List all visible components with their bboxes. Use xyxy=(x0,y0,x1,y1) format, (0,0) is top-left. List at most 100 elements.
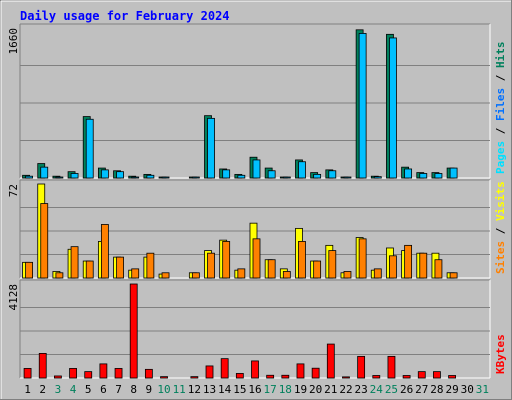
x-label-day-3: 3 xyxy=(55,383,62,396)
bar-kbytes-day-2 xyxy=(38,353,47,379)
x-label-day-30: 30 xyxy=(461,383,474,396)
bar-files-day-6 xyxy=(100,169,109,179)
bar-sites-day-17 xyxy=(267,259,276,279)
bar-kbytes-day-7 xyxy=(114,368,123,379)
x-label-day-14: 14 xyxy=(218,383,232,396)
bar-files-day-20 xyxy=(313,173,322,179)
bar-files-day-3 xyxy=(55,176,64,179)
bar-sites-day-1 xyxy=(25,261,33,279)
x-label-day-19: 19 xyxy=(294,383,307,396)
x-label-day-22: 22 xyxy=(339,383,352,396)
x-label-day-18: 18 xyxy=(279,383,292,396)
legend-separator: / xyxy=(494,68,507,88)
panel-hits-files-pages: 1660 Pages / Files / Hits xyxy=(7,23,507,179)
x-label-day-9: 9 xyxy=(146,383,153,396)
legend-entry-hits: Hits xyxy=(494,42,507,69)
bar-kbytes-day-28 xyxy=(433,371,441,379)
bar-files-day-15 xyxy=(237,174,246,179)
bar-kbytes-day-27 xyxy=(417,371,426,379)
bar-files-day-14 xyxy=(222,169,231,179)
bar-sites-day-18 xyxy=(282,271,291,279)
x-label-day-12: 12 xyxy=(188,383,201,396)
bar-sites-day-22 xyxy=(343,271,352,279)
panel-visits-sites: 72 Sites / Visits xyxy=(7,179,507,279)
bar-sites-day-24 xyxy=(373,268,382,279)
legend-entry-sites: Sites xyxy=(494,241,507,274)
bar-sites-day-23 xyxy=(358,238,367,279)
legend: KBytes xyxy=(494,334,507,374)
bar-kbytes-day-29 xyxy=(448,375,456,379)
bar-files-day-17 xyxy=(267,170,276,179)
x-label-day-10: 10 xyxy=(157,383,170,396)
bar-kbytes-day-10 xyxy=(160,376,168,379)
bar-sites-day-3 xyxy=(55,272,64,279)
bar-kbytes-day-26 xyxy=(402,375,411,379)
bar-kbytes-day-6 xyxy=(99,363,108,379)
bar-kbytes-day-4 xyxy=(69,368,77,379)
bar-sites-day-4 xyxy=(70,246,79,279)
bar-kbytes-day-19 xyxy=(296,363,305,379)
bar-files-day-10 xyxy=(161,176,170,179)
bar-kbytes-day-20 xyxy=(311,367,320,379)
bar-files-day-23 xyxy=(358,33,367,179)
bar-files-day-7 xyxy=(116,171,124,179)
x-label-day-7: 7 xyxy=(115,383,122,396)
chart-title: Daily usage for February 2024 xyxy=(20,9,230,23)
x-label-day-25: 25 xyxy=(385,383,398,396)
bar-files-day-13 xyxy=(207,117,215,179)
bar-sites-day-2 xyxy=(40,203,49,279)
bar-files-day-22 xyxy=(343,176,352,179)
x-label-day-28: 28 xyxy=(430,383,443,396)
bar-files-day-19 xyxy=(298,161,306,179)
bar-sites-day-6 xyxy=(100,224,109,279)
bar-kbytes-day-22 xyxy=(342,376,350,379)
bar-kbytes-day-25 xyxy=(387,355,396,379)
bar-sites-day-19 xyxy=(298,241,306,279)
bar-files-day-12 xyxy=(191,176,200,179)
legend-entry-pages: Pages xyxy=(494,141,507,174)
bar-files-day-28 xyxy=(434,173,443,179)
bar-kbytes-day-14 xyxy=(220,358,229,379)
bar-sites-day-28 xyxy=(434,259,443,279)
legend-entry-visits: Visits xyxy=(494,181,507,221)
x-label-day-29: 29 xyxy=(445,383,458,396)
panel-kbytes: 4128 KBytes xyxy=(7,279,507,379)
x-label-day-13: 13 xyxy=(203,383,216,396)
bar-sites-day-21 xyxy=(328,250,337,279)
bar-kbytes-day-12 xyxy=(190,376,199,379)
bar-sites-day-20 xyxy=(313,260,322,279)
bar-kbytes-day-8 xyxy=(129,283,138,379)
bar-kbytes-day-1 xyxy=(23,368,32,379)
legend: Pages / Files / Hits xyxy=(494,42,507,175)
x-label-day-17: 17 xyxy=(264,383,277,396)
bar-files-day-2 xyxy=(40,166,49,179)
bar-kbytes-day-16 xyxy=(251,360,259,379)
bar-files-day-24 xyxy=(373,176,382,179)
bar-sites-day-8 xyxy=(131,268,140,279)
bar-sites-day-10 xyxy=(161,272,170,279)
bar-kbytes-day-17 xyxy=(266,374,275,379)
bar-kbytes-day-18 xyxy=(281,374,290,379)
bar-sites-day-25 xyxy=(389,255,397,279)
bar-files-day-18 xyxy=(282,176,291,179)
bar-files-day-1 xyxy=(25,175,33,179)
bar-sites-day-7 xyxy=(116,256,124,279)
bar-kbytes-day-15 xyxy=(235,373,244,379)
y-max-label: 1660 xyxy=(7,28,20,55)
panels: 1660 Pages / Files / Hits 72 Sites / Visits… xyxy=(7,23,507,379)
bar-files-day-5 xyxy=(85,118,94,179)
bar-kbytes-day-9 xyxy=(144,368,153,379)
legend-entry-kbytes: KBytes xyxy=(494,334,507,374)
x-label-day-31: 31 xyxy=(476,383,489,396)
bar-files-day-4 xyxy=(70,173,79,179)
x-label-day-2: 2 xyxy=(39,383,46,396)
x-axis-labels: 1 2 3 4 5 6 7 8 9 10 11 12 13 14 15 16 17 18 19 20 21 22 23 24 2… xyxy=(24,383,489,396)
x-label-day-20: 20 xyxy=(309,383,322,396)
x-label-day-4: 4 xyxy=(70,383,77,396)
y-max-label: 72 xyxy=(7,184,20,197)
bar-kbytes-day-13 xyxy=(205,365,214,379)
legend: Sites / Visits xyxy=(494,181,507,274)
legend-entry-files: Files xyxy=(494,88,507,121)
bar-sites-day-29 xyxy=(449,272,458,279)
bar-kbytes-day-21 xyxy=(326,343,335,379)
